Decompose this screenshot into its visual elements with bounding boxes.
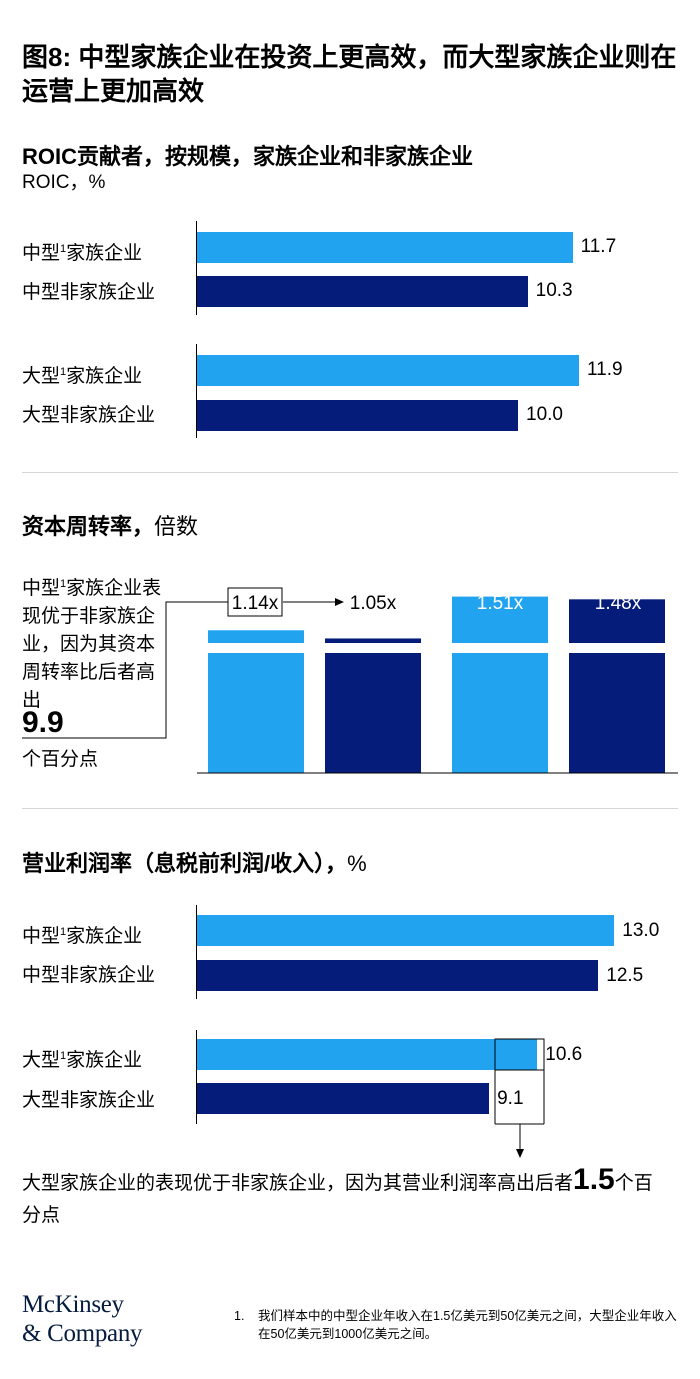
roic-axis-mid [196, 221, 197, 315]
turnover-bar-large-nonfamily-upper [569, 599, 665, 643]
turnover-bar-mid-family-upper [208, 630, 304, 643]
turnover-chart: 1.14x 1.05x 1.51x 1.48x [22, 587, 678, 774]
margin-label-mid-family: 中型1家族企业 [22, 926, 143, 947]
margin-bar-large-family [197, 1039, 538, 1070]
roic-label-large-nonfamily: 大型非家族企业 [22, 405, 156, 426]
turnover-bar-mid-nonfamily-upper [325, 638, 421, 643]
margin-label-mid-nonfamily: 中型非家族企业 [22, 965, 156, 986]
turnover-bar-large-family-upper [452, 596, 548, 643]
turnover-bar-mid-nonfamily-lower [325, 653, 421, 773]
margin-bar-mid-family [197, 915, 615, 946]
margin-value-large-family: 10.6 [545, 1044, 583, 1065]
section-divider [22, 808, 678, 809]
margin-label-large-family: 大型1家族企业 [22, 1050, 143, 1071]
turnover-callout-unit: 个百分点 [22, 749, 99, 770]
callout-arrowhead [335, 598, 344, 606]
turnover-bar-mid-family-lower [208, 653, 304, 773]
margin-value-large-nonfamily: 9.1 [497, 1088, 524, 1109]
margin-axis-mid [196, 905, 197, 999]
roic-value-mid-family: 11.7 [580, 236, 617, 257]
margin-callout-text: 大型家族企业的表现优于非家族企业，因为其营业利润率高出后者1.5个百分点 [22, 1163, 653, 1227]
turnover-label-large-nonfamily: 1.48x [595, 593, 642, 614]
margin-section-title: 营业利润率（息税前利润/收入），% [22, 851, 367, 876]
turnover-callout-text: 中型1家族企业表现优于非家族企业，因为其资本周转率比后者高出 [22, 578, 162, 711]
turnover-section-title: 资本周转率，倍数 [22, 514, 199, 539]
roic-unit: ROIC，% [22, 172, 106, 193]
roic-label-large-family: 大型1家族企业 [22, 366, 143, 387]
callout-box [227, 587, 283, 617]
margin-bracket-arrowhead [516, 1149, 524, 1158]
page-title: 图8: 中型家族企业在投资上更高效，而大型家族企业则在运营上更加高效 [22, 42, 677, 106]
margin-difference-box [494, 1038, 545, 1071]
turnover-label-large-family: 1.51x [477, 593, 524, 614]
margin-difference-bracket [494, 1038, 545, 1158]
margin-label-large-nonfamily: 大型非家族企业 [22, 1090, 156, 1111]
turnover-label-mid-family: 1.14x [232, 593, 279, 614]
roic-bar-mid-nonfamily [197, 276, 528, 307]
section-divider [22, 472, 678, 473]
callout-connector [22, 601, 228, 739]
roic-label-mid-nonfamily: 中型非家族企业 [22, 282, 156, 303]
margin-value-mid-nonfamily: 12.5 [606, 965, 644, 986]
roic-value-mid-nonfamily: 10.3 [535, 280, 573, 301]
roic-bar-large-nonfamily [197, 400, 518, 431]
roic-label-mid-family: 中型1家族企业 [22, 243, 143, 264]
roic-value-large-family: 11.9 [586, 359, 623, 380]
turnover-callout-value: 9.9 [22, 706, 64, 739]
mckinsey-logo: McKinsey & Company [22, 1291, 143, 1347]
roic-bar-mid-family [197, 232, 573, 263]
roic-bar-large-family [197, 355, 579, 386]
roic-axis-large [196, 344, 197, 438]
margin-value-mid-family: 13.0 [622, 920, 660, 941]
footnote: 1. 我们样本中的中型企业年收入在1.5亿美元到50亿美元之间，大型企业年收入在… [234, 1309, 677, 1341]
turnover-bar-large-nonfamily-lower [569, 653, 665, 773]
roic-section-title: ROIC贡献者，按规模，家族企业和非家族企业 [22, 144, 474, 169]
margin-bar-large-nonfamily [197, 1083, 490, 1114]
margin-axis-large [196, 1030, 197, 1124]
turnover-label-mid-nonfamily: 1.05x [350, 593, 397, 614]
turnover-bar-large-family-lower [452, 653, 548, 773]
margin-bar-mid-nonfamily [197, 960, 599, 991]
roic-value-large-nonfamily: 10.0 [526, 404, 563, 425]
